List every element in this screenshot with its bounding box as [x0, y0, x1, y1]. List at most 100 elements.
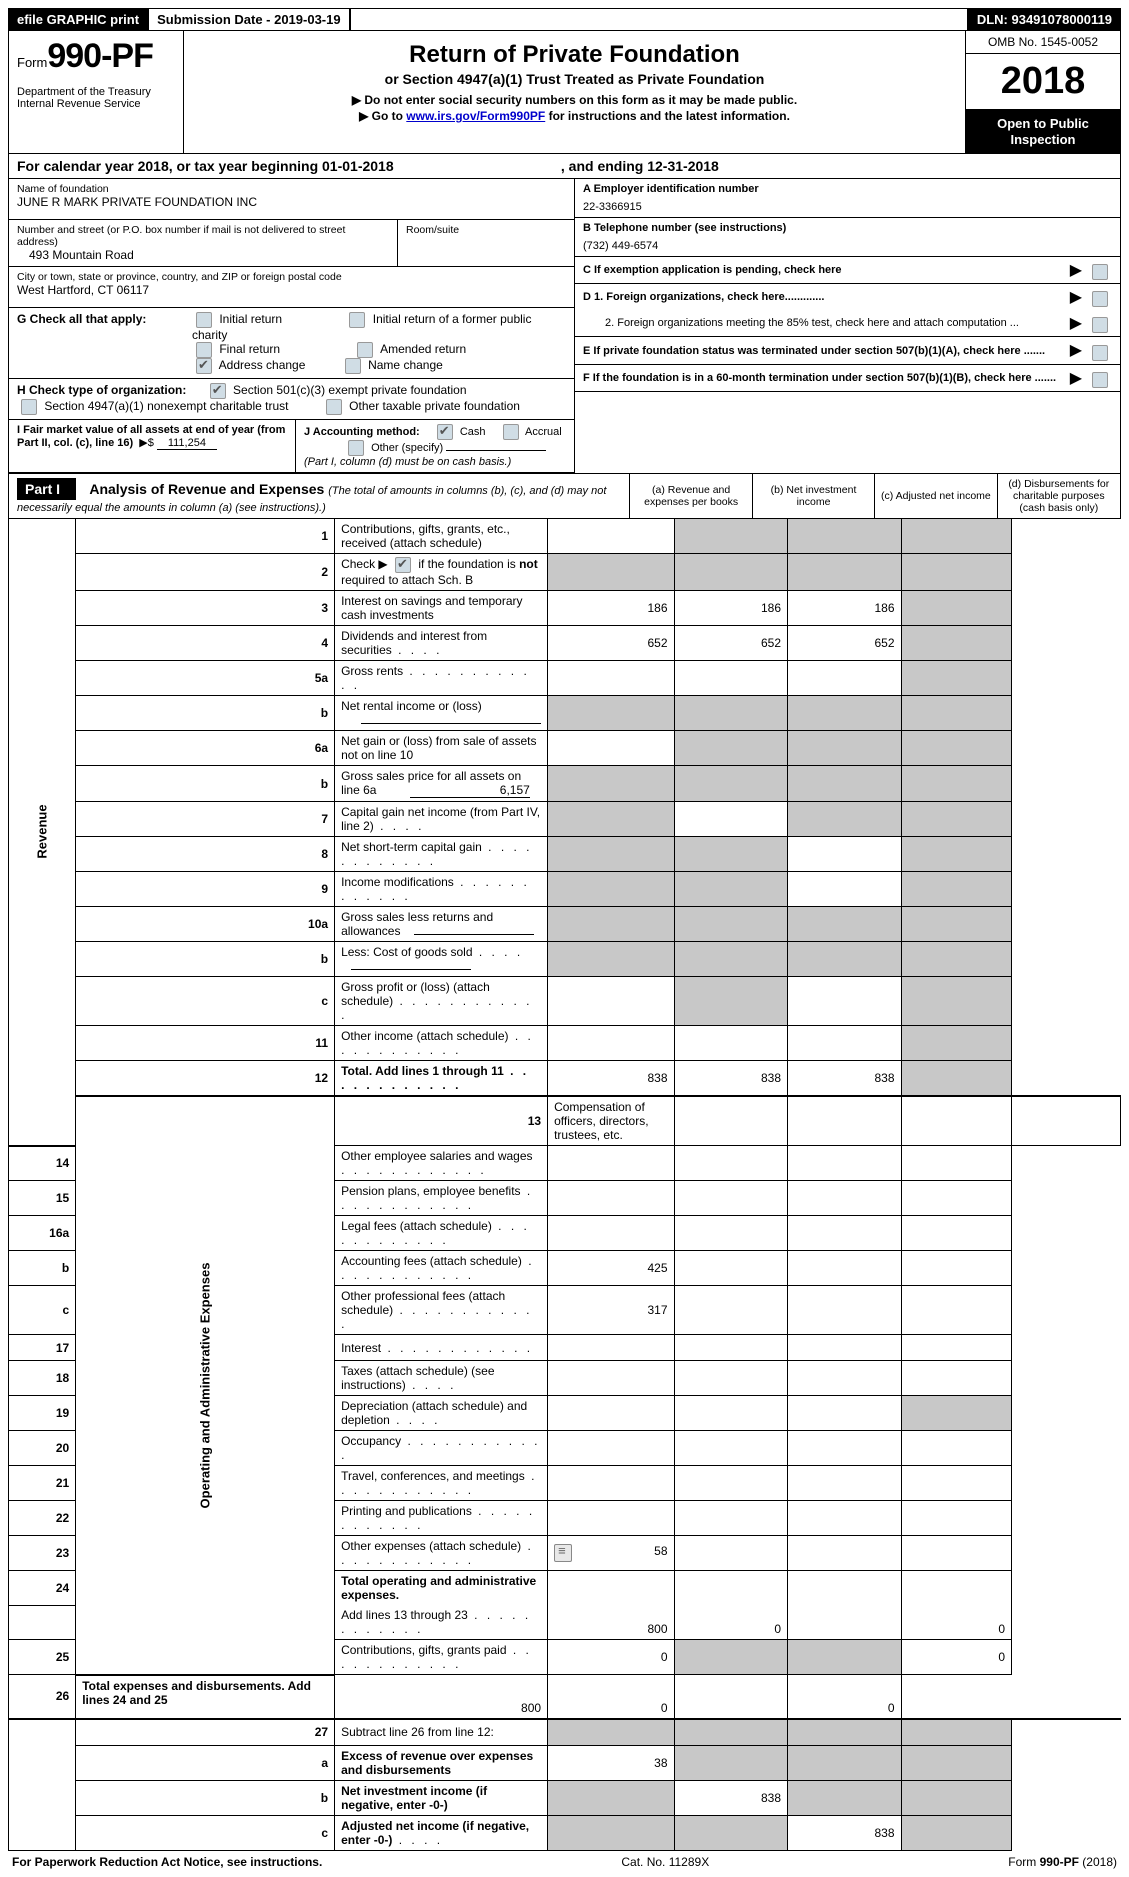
chk-name-change[interactable] [345, 358, 361, 374]
l23-desc: Other expenses (attach schedule) [341, 1539, 521, 1553]
open-public: Open to Public Inspection [966, 110, 1120, 153]
l22-desc: Printing and publications [341, 1504, 472, 1518]
attachment-icon[interactable] [554, 1544, 572, 1562]
header-right: OMB No. 1545-0052 2018 Open to Public In… [965, 31, 1120, 153]
l26-b: 0 [548, 1675, 674, 1719]
chk-final[interactable] [196, 342, 212, 358]
chk-e[interactable] [1092, 345, 1108, 361]
g-name-change: Name change [368, 358, 443, 372]
part1-tag: Part I [17, 478, 76, 500]
section-g: G Check all that apply: Initial return I… [9, 308, 574, 379]
g-amended: Amended return [380, 342, 466, 356]
l24-desc: Total operating and administrative expen… [341, 1574, 536, 1602]
chk-accrual[interactable] [503, 424, 519, 440]
chk-address[interactable] [196, 358, 212, 374]
name-label: Name of foundation [17, 183, 566, 195]
l2-desc: Check ▶ if the foundation is not require… [335, 554, 548, 591]
l4-c: 652 [788, 626, 902, 661]
i-label: I Fair market value of all assets at end… [17, 424, 285, 449]
l10b-line [351, 969, 471, 970]
l15-desc: Pension plans, employee benefits [341, 1184, 520, 1198]
l3-a: 186 [548, 591, 674, 626]
l2-pre: Check ▶ [341, 557, 391, 571]
l3-desc: Interest on savings and temporary cash i… [335, 591, 548, 626]
d1-label: D 1. Foreign organizations, check here..… [583, 291, 1070, 303]
part1-header-left: Part I Analysis of Revenue and Expenses … [9, 474, 630, 518]
table-row: 10aGross sales less returns and allowanc… [9, 907, 1121, 942]
chk-initial[interactable] [196, 312, 212, 328]
city-value: West Hartford, CT 06117 [17, 283, 566, 297]
chk-4947[interactable] [21, 399, 37, 415]
chk-schb[interactable] [395, 557, 411, 573]
table-row: bNet investment income (if negative, ent… [9, 1780, 1121, 1815]
goto-post: for instructions and the latest informat… [545, 109, 790, 123]
b-value: (732) 449-6574 [583, 240, 1112, 252]
dept-1: Department of the Treasury [17, 86, 175, 98]
l13-desc: Compensation of officers, directors, tru… [548, 1096, 674, 1146]
l27b-b: 838 [674, 1780, 788, 1815]
j-other-line [446, 450, 546, 451]
room-label: Room/suite [406, 224, 566, 236]
chk-other-tax[interactable] [326, 399, 342, 415]
g-address: Address change [219, 358, 306, 372]
table-row: 27Subtract line 26 from line 12: [9, 1719, 1121, 1746]
l12-c: 838 [788, 1061, 902, 1097]
l26-a: 800 [335, 1675, 548, 1719]
l4-a: 652 [548, 626, 674, 661]
l6b-val: 6,157 [410, 783, 530, 798]
f-label: F If the foundation is in a 60-month ter… [583, 372, 1070, 384]
chk-f[interactable] [1092, 372, 1108, 388]
l27-desc: Subtract line 26 from line 12: [335, 1719, 548, 1746]
table-row: 12Total. Add lines 1 through 11 838 838 … [9, 1061, 1121, 1097]
header-left: Form990-PF Department of the Treasury In… [9, 31, 184, 153]
j-note: (Part I, column (d) must be on cash basi… [304, 456, 511, 468]
e-cell: E If private foundation status was termi… [575, 337, 1120, 364]
dept-2: Internal Revenue Service [17, 98, 175, 110]
table-row: 7Capital gain net income (from Part IV, … [9, 802, 1121, 837]
open-2: Inspection [1010, 132, 1075, 147]
table-row: 26Total expenses and disbursements. Add … [9, 1675, 1121, 1719]
l25-a: 0 [548, 1640, 674, 1675]
h-label: H Check type of organization: [17, 383, 186, 397]
chk-d2[interactable] [1092, 317, 1108, 333]
chk-initial-former[interactable] [349, 312, 365, 328]
footer-left: For Paperwork Reduction Act Notice, see … [12, 1855, 322, 1869]
table-row: cGross profit or (loss) (attach schedule… [9, 977, 1121, 1026]
chk-c[interactable] [1092, 264, 1108, 280]
section-j: J Accounting method: Cash Accrual Other … [296, 420, 574, 472]
goto-pre: ▶ Go to [359, 109, 406, 123]
city-label: City or town, state or province, country… [17, 271, 566, 283]
efile-tag: efile GRAPHIC print [8, 8, 148, 31]
l26-desc: Total expenses and disbursements. Add li… [82, 1679, 311, 1707]
form-note: ▶ Do not enter social security numbers o… [194, 93, 955, 107]
a-label: A Employer identification number [583, 183, 1112, 195]
page-footer: For Paperwork Reduction Act Notice, see … [8, 1851, 1121, 1869]
chk-cash[interactable] [437, 424, 453, 440]
table-row: Revenue 1Contributions, gifts, grants, e… [9, 519, 1121, 554]
table-row: 6aNet gain or (loss) from sale of assets… [9, 731, 1121, 766]
j-other: Other (specify) [371, 442, 443, 454]
chk-501c3[interactable] [210, 383, 226, 399]
l11-desc: Other income (attach schedule) [341, 1029, 508, 1043]
chk-d1[interactable] [1092, 291, 1108, 307]
l9-desc: Income modifications [341, 875, 454, 889]
footer-mid: Cat. No. 11289X [621, 1855, 709, 1869]
l23-a: 58 [654, 1544, 667, 1558]
l1-desc: Contributions, gifts, grants, etc., rece… [335, 519, 548, 554]
l10a-line [414, 934, 534, 935]
omb-number: OMB No. 1545-0052 [966, 31, 1120, 54]
l5b-desc: Net rental income or (loss) [341, 699, 482, 713]
goto-link[interactable]: www.irs.gov/Form990PF [406, 109, 545, 123]
l12-desc: Total. Add lines 1 through 11 [341, 1064, 504, 1078]
e-label: E If private foundation status was termi… [583, 345, 1070, 357]
chk-amended[interactable] [357, 342, 373, 358]
form-goto: ▶ Go to www.irs.gov/Form990PF for instru… [194, 109, 955, 123]
col-d-hdr: (d) Disbursements for charitable purpose… [998, 474, 1120, 518]
table-row: 2 Check ▶ if the foundation is not requi… [9, 554, 1121, 591]
l26-d: 0 [788, 1675, 902, 1719]
l27b-desc: Net investment income (if negative, ente… [335, 1780, 548, 1815]
foundation-name-cell: Name of foundation JUNE R MARK PRIVATE F… [9, 179, 574, 220]
l12-a: 838 [548, 1061, 674, 1097]
chk-other-acct[interactable] [348, 440, 364, 456]
section-ij: I Fair market value of all assets at end… [9, 420, 574, 473]
